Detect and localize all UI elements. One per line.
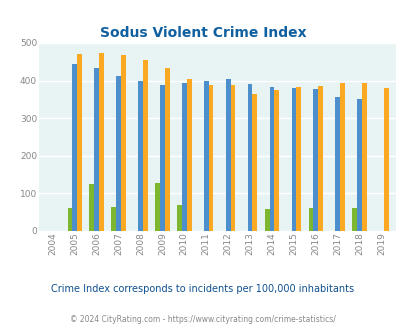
Bar: [203, 81, 208, 231]
Bar: [352, 208, 356, 231]
Bar: [339, 83, 344, 231]
Bar: [116, 76, 121, 231]
Bar: [177, 205, 181, 231]
Bar: [143, 60, 147, 231]
Bar: [77, 54, 82, 231]
Bar: [225, 79, 230, 231]
Text: Crime Index corresponds to incidents per 100,000 inhabitants: Crime Index corresponds to incidents per…: [51, 284, 354, 294]
Bar: [138, 81, 143, 231]
Bar: [247, 84, 252, 231]
Bar: [269, 87, 274, 231]
Text: Sodus Violent Crime Index: Sodus Violent Crime Index: [100, 26, 305, 40]
Bar: [313, 89, 318, 231]
Bar: [160, 85, 164, 231]
Bar: [274, 89, 279, 231]
Bar: [94, 68, 99, 231]
Bar: [89, 184, 94, 231]
Bar: [383, 88, 388, 231]
Bar: [361, 83, 366, 231]
Bar: [155, 183, 160, 231]
Bar: [99, 53, 104, 231]
Bar: [164, 69, 169, 231]
Bar: [291, 88, 296, 231]
Bar: [121, 55, 126, 231]
Bar: [264, 209, 269, 231]
Bar: [308, 208, 313, 231]
Bar: [230, 85, 235, 231]
Bar: [318, 86, 322, 231]
Text: © 2024 CityRating.com - https://www.cityrating.com/crime-statistics/: © 2024 CityRating.com - https://www.city…: [70, 315, 335, 324]
Bar: [72, 64, 77, 231]
Bar: [111, 207, 116, 231]
Bar: [67, 208, 72, 231]
Bar: [186, 79, 191, 231]
Bar: [356, 99, 361, 231]
Bar: [252, 94, 257, 231]
Bar: [335, 97, 339, 231]
Bar: [181, 83, 186, 231]
Bar: [208, 85, 213, 231]
Bar: [296, 87, 301, 231]
